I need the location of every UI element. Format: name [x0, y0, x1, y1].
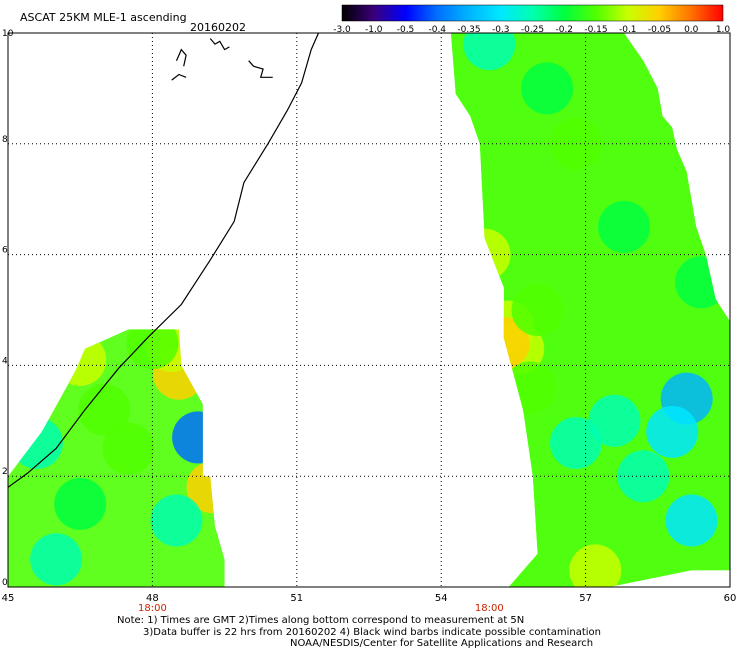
- footnote-line-1: Note: 1) Times are GMT 2)Times along bot…: [117, 615, 525, 626]
- colorbar-tick-label: -0.15: [584, 25, 607, 35]
- island-outline: [175, 48, 187, 67]
- coastline: [7, 32, 320, 488]
- swath-cell: [549, 117, 602, 170]
- swath-cell: [521, 62, 574, 115]
- plot-area: 45 48 51 54 57 60 18:00 18:00 0 2 4 6 8 10: [2, 29, 737, 614]
- x-tick-label: 60: [724, 593, 737, 604]
- swath-cell: [172, 411, 225, 464]
- swath-cell: [588, 394, 641, 447]
- chart-date: 20160202: [190, 21, 246, 34]
- colorbar-tick-label: -0.35: [457, 25, 480, 35]
- colorbar-tick-label: -1.0: [365, 25, 383, 35]
- x-tick-label: 45: [2, 593, 15, 604]
- swath-cell: [126, 329, 179, 370]
- colorbar-tick-label: 0.0: [684, 25, 699, 35]
- swath-cell: [511, 284, 564, 336]
- colorbar-tick-label: -0.05: [648, 25, 671, 35]
- colorbar-tick-label: -0.3: [492, 25, 510, 35]
- colorbar-tick-label: 1.0: [716, 25, 731, 35]
- swath-east: [450, 33, 730, 587]
- colorbar-tick-label: -0.1: [619, 25, 637, 35]
- colorbar-tick-label: -0.25: [521, 25, 544, 35]
- swath-west: [8, 329, 225, 587]
- colorbar-tick-label: -0.5: [397, 25, 415, 35]
- island-outline: [209, 38, 230, 51]
- x-tick-label: 57: [579, 593, 592, 604]
- island-outline: [171, 73, 187, 81]
- y-tick-label: 10: [2, 29, 14, 39]
- colorbar-tick-label: -0.4: [428, 25, 446, 35]
- colorbar: -3.0 -1.0 -0.5 -0.4 -0.35 -0.3 -0.25 -0.2 -0.15 -…: [333, 4, 731, 35]
- chart-title: ASCAT 25KM MLE-1 ascending: [20, 11, 187, 24]
- x-tick-label: 54: [435, 593, 448, 604]
- swath-cell: [54, 333, 107, 386]
- island-outline: [248, 60, 273, 78]
- time-label: 18:00: [475, 603, 504, 614]
- swath-cell: [646, 405, 699, 458]
- plot-frame: [7, 32, 731, 588]
- swath-cell: [549, 416, 602, 469]
- swath-cell: [463, 33, 516, 71]
- colorbar-ramp: [341, 4, 724, 22]
- y-tick-label: 8: [2, 135, 8, 145]
- swath-cell: [504, 361, 557, 414]
- y-tick-label: 0: [2, 578, 8, 588]
- time-label: 18:00: [138, 603, 167, 614]
- y-tick-label: 6: [2, 246, 8, 256]
- swath-cell: [30, 533, 83, 586]
- swath-cell: [569, 544, 622, 587]
- footnote-line-2: 3)Data buffer is 22 hrs from 20160202 4)…: [143, 627, 601, 638]
- swath-cell: [598, 200, 651, 253]
- colorbar-tick-label: -0.2: [555, 25, 573, 35]
- swath-cell: [150, 494, 203, 547]
- colorbar-tick-label: -3.0: [333, 25, 351, 35]
- swath-cell: [617, 450, 670, 503]
- y-tick-label: 4: [2, 356, 8, 366]
- swath-cell: [102, 422, 155, 475]
- x-tick-label: 48: [146, 593, 159, 604]
- swath-cell: [665, 494, 718, 547]
- swath-cell: [10, 416, 63, 469]
- footnote-line-3: NOAA/NESDIS/Center for Satellite Applica…: [290, 638, 594, 649]
- swath-cell: [78, 383, 131, 436]
- y-tick-label: 2: [2, 467, 8, 477]
- x-tick-label: 51: [290, 593, 303, 604]
- swath-cell: [54, 477, 107, 530]
- swath-cell: [675, 256, 728, 309]
